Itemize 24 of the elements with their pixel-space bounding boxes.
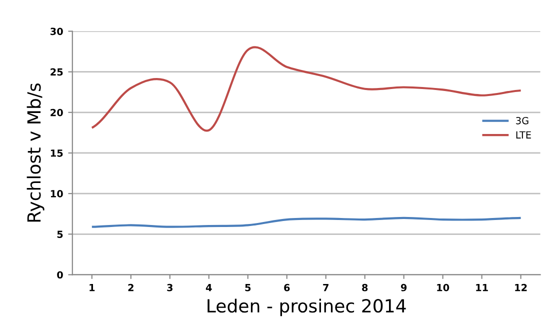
x-tick-label: 9	[400, 284, 407, 292]
x-tick-label: 5	[245, 284, 251, 292]
x-tick-label: 11	[476, 284, 488, 292]
y-tick-label: 20	[50, 108, 63, 116]
x-tick-label: 6	[284, 284, 290, 292]
x-tick-label: 1	[90, 284, 95, 292]
x-axis-title: Leden - prosinec 2014	[208, 298, 406, 316]
x-tick-label: 7	[323, 284, 328, 292]
y-tick-label: 25	[50, 68, 63, 76]
x-tick-label: 3	[167, 284, 172, 292]
y-tick-label: 10	[50, 190, 63, 198]
x-tick-label: 2	[128, 284, 134, 292]
line-series	[90, 216, 522, 228]
legend-label: 3G	[516, 116, 528, 124]
y-axis-title: Rychlost v Mb/s	[26, 83, 44, 222]
x-tick-label: 4	[206, 284, 212, 292]
x-tick-label: 10	[437, 284, 450, 292]
y-tick-label: 15	[50, 150, 63, 157]
y-tick-label: 0	[57, 271, 63, 279]
x-tick-label: 8	[362, 284, 368, 292]
y-tick-label: 5	[57, 230, 63, 238]
y-tick-label: 30	[50, 28, 63, 36]
legend-label: LTE	[516, 131, 531, 138]
x-tick-label: 12	[515, 284, 527, 292]
